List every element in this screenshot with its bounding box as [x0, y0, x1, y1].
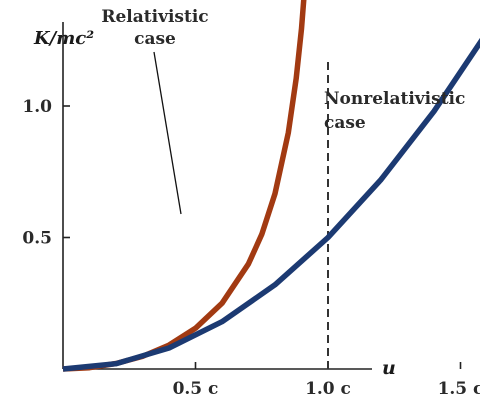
- series-group: [62, 0, 480, 372]
- x-tick-label: 1.5 c: [438, 379, 480, 399]
- nonrelativistic-label-line1: Nonrelativistic: [324, 89, 465, 109]
- relativistic-curve: [62, 0, 307, 372]
- nonrelativistic-label-line2: case: [324, 113, 366, 133]
- y-tick-label: 0.5: [22, 229, 52, 249]
- y-tick-label: 1.0: [22, 97, 52, 117]
- x-tick-label: 1.0 c: [305, 379, 351, 399]
- x-axis-label: u: [382, 357, 396, 379]
- x-tick-label: 0.5 c: [173, 379, 219, 399]
- relativistic-leader-line: [153, 51, 182, 215]
- relativistic-label-line1: Relativistic: [101, 7, 208, 27]
- nonrelativistic-curve: [62, 37, 480, 372]
- relativistic-label-line2: case: [134, 29, 176, 49]
- y-axis-label: K/mc²: [33, 28, 94, 49]
